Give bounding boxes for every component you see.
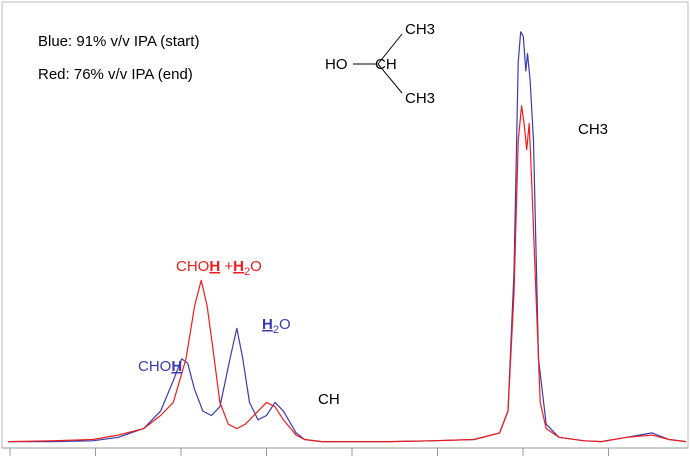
peak-label-ch: CH (318, 391, 340, 408)
molecule-ch: CH (375, 56, 397, 73)
choh-h: H (171, 358, 182, 375)
legend-red: Red: 76% v/v IPA (end) (38, 66, 193, 83)
bond-c-ch3-bottom (377, 63, 403, 94)
peak-label-choh: CHOH (138, 358, 182, 375)
peak-label-choh-h2o: CHOH +H2O (176, 258, 262, 278)
series-group (7, 31, 687, 443)
legend-blue: Blue: 91% v/v IPA (start) (38, 33, 199, 50)
h2o-o: O (279, 316, 291, 333)
molecule-ch3-bottom: CH3 (405, 90, 435, 107)
h2o-sub: 2 (273, 324, 279, 336)
h2o-h: H (262, 316, 273, 333)
peak-label-h2o: H2O (262, 316, 291, 336)
isopropanol-structure: HO CH CH3 CH3 (325, 21, 435, 107)
choh-h2o-plus: + (220, 258, 233, 275)
choh-h2o-prefix: CHO (176, 258, 209, 275)
peak-label-ch3: CH3 (578, 121, 608, 138)
molecule-ho: HO (325, 56, 348, 73)
choh-h2o-h2: H (233, 258, 244, 275)
x-axis (2, 447, 688, 456)
choh-h2o-o: O (250, 258, 262, 275)
bond-c-ch3-top (377, 33, 403, 65)
series-line-blue (8, 31, 687, 443)
choh-h2o-h: H (209, 258, 220, 275)
molecule-ch3-top: CH3 (405, 21, 435, 38)
choh-h2o-sub: 2 (244, 266, 250, 278)
series-line-red (7, 105, 687, 443)
choh-prefix: CHO (138, 358, 171, 375)
